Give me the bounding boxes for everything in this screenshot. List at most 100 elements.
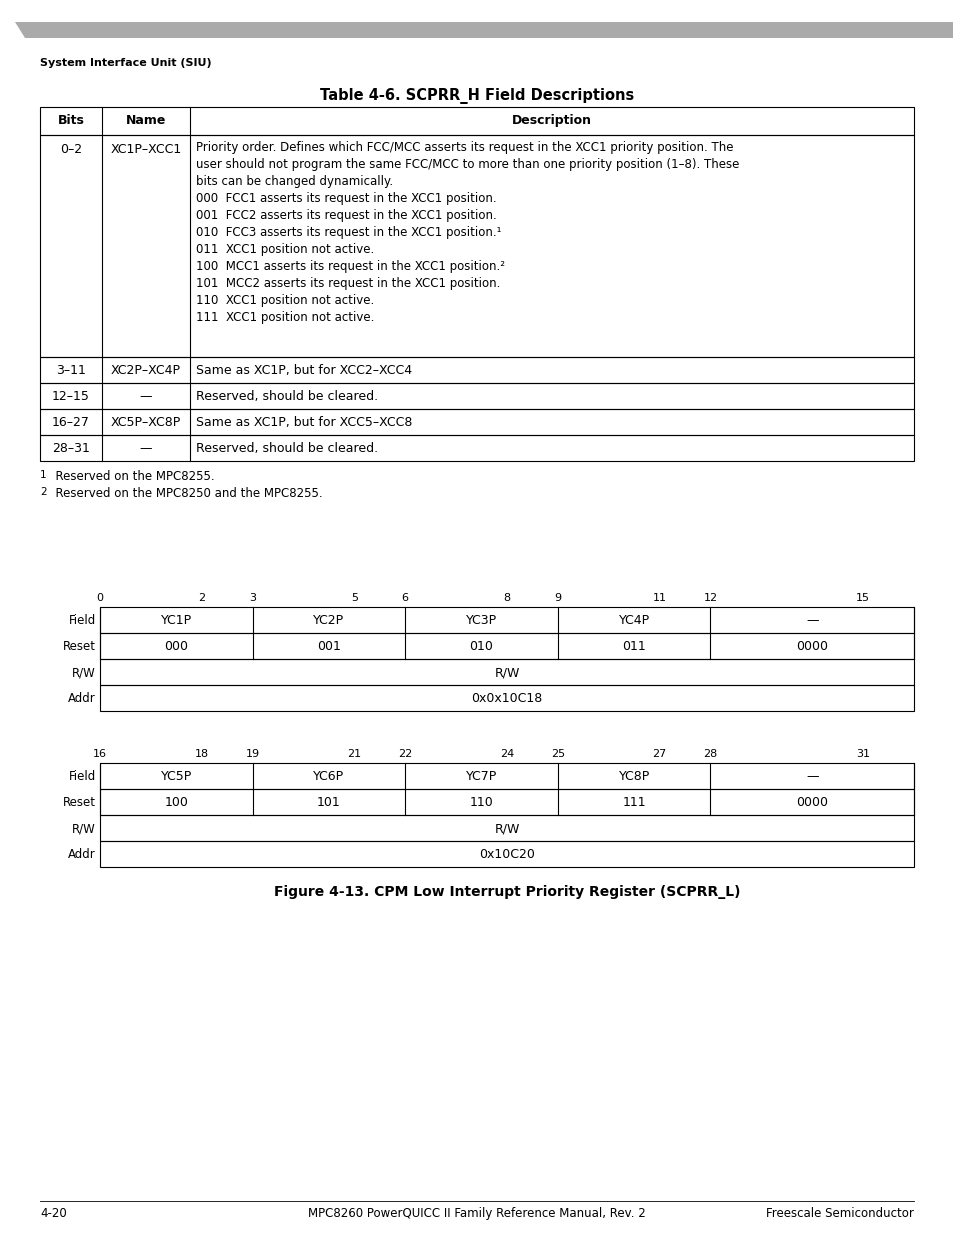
Bar bbox=[100, 815, 913, 841]
Bar bbox=[40, 435, 913, 461]
Bar bbox=[100, 841, 913, 867]
Bar bbox=[100, 634, 913, 659]
Polygon shape bbox=[15, 22, 953, 38]
Text: 100  MCC1 asserts its request in the XCC1 position.²: 100 MCC1 asserts its request in the XCC1… bbox=[195, 261, 504, 273]
Text: Bits: Bits bbox=[57, 114, 85, 127]
Text: 24: 24 bbox=[499, 748, 514, 760]
Text: YC5P: YC5P bbox=[160, 769, 192, 783]
Text: Description: Description bbox=[512, 114, 592, 127]
Text: Same as XC1P, but for XCC5–XCC8: Same as XC1P, but for XCC5–XCC8 bbox=[195, 416, 412, 429]
Text: Field: Field bbox=[69, 614, 96, 627]
Bar bbox=[100, 763, 913, 789]
Text: Reserved on the MPC8255.: Reserved on the MPC8255. bbox=[48, 471, 214, 483]
Text: 111: 111 bbox=[621, 797, 645, 809]
Bar bbox=[100, 606, 913, 634]
Text: 0: 0 bbox=[96, 593, 103, 603]
Text: Reserved on the MPC8250 and the MPC8255.: Reserved on the MPC8250 and the MPC8255. bbox=[48, 487, 322, 500]
Text: Addr: Addr bbox=[69, 848, 96, 861]
Text: Figure 4-13. CPM Low Interrupt Priority Register (SCPRR_L): Figure 4-13. CPM Low Interrupt Priority … bbox=[274, 885, 740, 899]
Text: 4-20: 4-20 bbox=[40, 1207, 67, 1220]
Text: 0000: 0000 bbox=[796, 640, 827, 653]
Text: 8: 8 bbox=[503, 593, 510, 603]
Bar bbox=[40, 107, 913, 135]
Text: Freescale Semiconductor: Freescale Semiconductor bbox=[765, 1207, 913, 1220]
Text: 12: 12 bbox=[702, 593, 717, 603]
Text: 16: 16 bbox=[92, 748, 107, 760]
Text: 0–2: 0–2 bbox=[60, 143, 82, 156]
Text: Reserved, should be cleared.: Reserved, should be cleared. bbox=[195, 442, 377, 454]
Text: YC7P: YC7P bbox=[465, 769, 497, 783]
Text: YC3P: YC3P bbox=[465, 614, 497, 627]
Bar bbox=[40, 135, 913, 357]
Text: user should not program the same FCC/MCC to more than one priority position (1–8: user should not program the same FCC/MCC… bbox=[195, 158, 739, 170]
Text: 11: 11 bbox=[652, 593, 666, 603]
Text: —: — bbox=[805, 614, 818, 627]
Text: XC2P–XC4P: XC2P–XC4P bbox=[111, 364, 181, 377]
Text: 27: 27 bbox=[652, 748, 666, 760]
Text: bits can be changed dynamically.: bits can be changed dynamically. bbox=[195, 175, 393, 188]
Text: 011: 011 bbox=[621, 640, 645, 653]
Text: 3: 3 bbox=[249, 593, 255, 603]
Text: 9: 9 bbox=[554, 593, 561, 603]
Text: XC1P–XCC1: XC1P–XCC1 bbox=[111, 143, 181, 156]
Text: Name: Name bbox=[126, 114, 166, 127]
Bar bbox=[100, 685, 913, 711]
Text: 000  FCC1 asserts its request in the XCC1 position.: 000 FCC1 asserts its request in the XCC1… bbox=[195, 191, 497, 205]
Text: 2: 2 bbox=[40, 487, 47, 496]
Bar bbox=[40, 357, 913, 383]
Text: System Interface Unit (SIU): System Interface Unit (SIU) bbox=[40, 58, 212, 68]
Text: 010: 010 bbox=[469, 640, 493, 653]
Text: 100: 100 bbox=[164, 797, 188, 809]
Text: 011  XCC1 position not active.: 011 XCC1 position not active. bbox=[195, 243, 374, 256]
Text: 16–27: 16–27 bbox=[52, 416, 90, 429]
Text: 111  XCC1 position not active.: 111 XCC1 position not active. bbox=[195, 311, 374, 324]
Text: R/W: R/W bbox=[494, 666, 519, 679]
Text: Priority order. Defines which FCC/MCC asserts its request in the XCC1 priority p: Priority order. Defines which FCC/MCC as… bbox=[195, 141, 733, 154]
Text: 31: 31 bbox=[855, 748, 869, 760]
Text: R/W: R/W bbox=[72, 823, 96, 835]
Text: MPC8260 PowerQUICC II Family Reference Manual, Rev. 2: MPC8260 PowerQUICC II Family Reference M… bbox=[308, 1207, 645, 1220]
Text: YC6P: YC6P bbox=[313, 769, 344, 783]
Text: 22: 22 bbox=[397, 748, 412, 760]
Text: YC8P: YC8P bbox=[618, 769, 649, 783]
Text: 110  XCC1 position not active.: 110 XCC1 position not active. bbox=[195, 294, 374, 308]
Text: 3–11: 3–11 bbox=[56, 364, 86, 377]
Text: —: — bbox=[139, 442, 152, 454]
Text: 28: 28 bbox=[702, 748, 717, 760]
Text: —: — bbox=[139, 390, 152, 403]
Text: YC4P: YC4P bbox=[618, 614, 649, 627]
Text: 19: 19 bbox=[245, 748, 259, 760]
Text: 6: 6 bbox=[401, 593, 408, 603]
Text: 0x0x10C18: 0x0x10C18 bbox=[471, 692, 542, 705]
Text: 001  FCC2 asserts its request in the XCC1 position.: 001 FCC2 asserts its request in the XCC1… bbox=[195, 209, 497, 222]
Text: —: — bbox=[805, 769, 818, 783]
Bar bbox=[100, 789, 913, 815]
Text: YC1P: YC1P bbox=[161, 614, 192, 627]
Text: 000: 000 bbox=[164, 640, 188, 653]
Text: R/W: R/W bbox=[494, 823, 519, 835]
Bar bbox=[40, 409, 913, 435]
Text: YC2P: YC2P bbox=[313, 614, 344, 627]
Text: 28–31: 28–31 bbox=[52, 442, 90, 454]
Text: Addr: Addr bbox=[69, 692, 96, 705]
Text: 12–15: 12–15 bbox=[52, 390, 90, 403]
Text: 18: 18 bbox=[194, 748, 209, 760]
Text: Reset: Reset bbox=[63, 797, 96, 809]
Text: 0x10C20: 0x10C20 bbox=[478, 848, 535, 861]
Text: 010  FCC3 asserts its request in the XCC1 position.¹: 010 FCC3 asserts its request in the XCC1… bbox=[195, 226, 501, 240]
Text: R/W: R/W bbox=[72, 666, 96, 679]
Bar bbox=[100, 659, 913, 685]
Text: 0000: 0000 bbox=[796, 797, 827, 809]
Text: Same as XC1P, but for XCC2–XCC4: Same as XC1P, but for XCC2–XCC4 bbox=[195, 364, 412, 377]
Text: 21: 21 bbox=[347, 748, 361, 760]
Text: 15: 15 bbox=[855, 593, 869, 603]
Bar bbox=[40, 383, 913, 409]
Text: Reserved, should be cleared.: Reserved, should be cleared. bbox=[195, 390, 377, 403]
Text: Field: Field bbox=[69, 769, 96, 783]
Text: Reset: Reset bbox=[63, 640, 96, 653]
Text: Table 4-6. SCPRR_H Field Descriptions: Table 4-6. SCPRR_H Field Descriptions bbox=[319, 88, 634, 104]
Text: 2: 2 bbox=[198, 593, 205, 603]
Text: 101: 101 bbox=[316, 797, 340, 809]
Text: 101  MCC2 asserts its request in the XCC1 position.: 101 MCC2 asserts its request in the XCC1… bbox=[195, 277, 500, 290]
Text: 25: 25 bbox=[550, 748, 564, 760]
